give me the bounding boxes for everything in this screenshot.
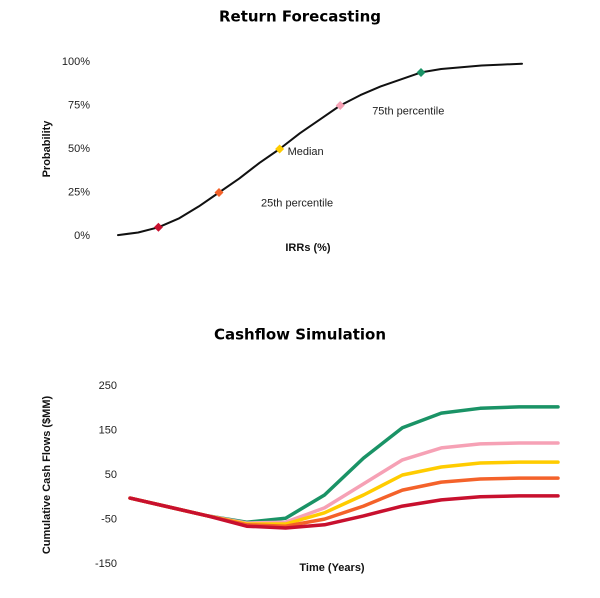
y-tick-label: 50% [68, 143, 90, 155]
annotation: 75th percentile [372, 105, 444, 117]
y-tick-label: 75% [68, 99, 90, 111]
y-tick-label: 50 [105, 469, 117, 481]
y-tick-label: 25% [68, 186, 90, 198]
chart-title: Cashflow Simulation [214, 326, 386, 344]
marker [335, 101, 345, 110]
y-tick-label: -50 [101, 513, 117, 525]
line-series [128, 494, 560, 530]
y-axis-label: Cumulative Cash Flows ($MM) [41, 396, 53, 555]
line-series [128, 460, 560, 526]
y-tick-label: 150 [99, 424, 117, 436]
y-tick-label: 0% [74, 230, 90, 242]
x-axis-label: Time (Years) [299, 562, 365, 574]
y-axis-label: Probability [41, 120, 53, 178]
y-tick-label: -150 [95, 558, 117, 570]
y-tick-label: 100% [62, 56, 90, 68]
x-axis-label: IRRs (%) [285, 242, 331, 254]
y-tick-label: 250 [99, 380, 117, 392]
marker [275, 144, 285, 154]
annotation: 25th percentile [261, 197, 333, 209]
marker [153, 222, 163, 232]
line-series [117, 62, 523, 237]
marker [214, 188, 224, 197]
marker [416, 67, 426, 77]
annotation: Median [288, 146, 324, 158]
chart-title: Return Forecasting [219, 8, 381, 26]
